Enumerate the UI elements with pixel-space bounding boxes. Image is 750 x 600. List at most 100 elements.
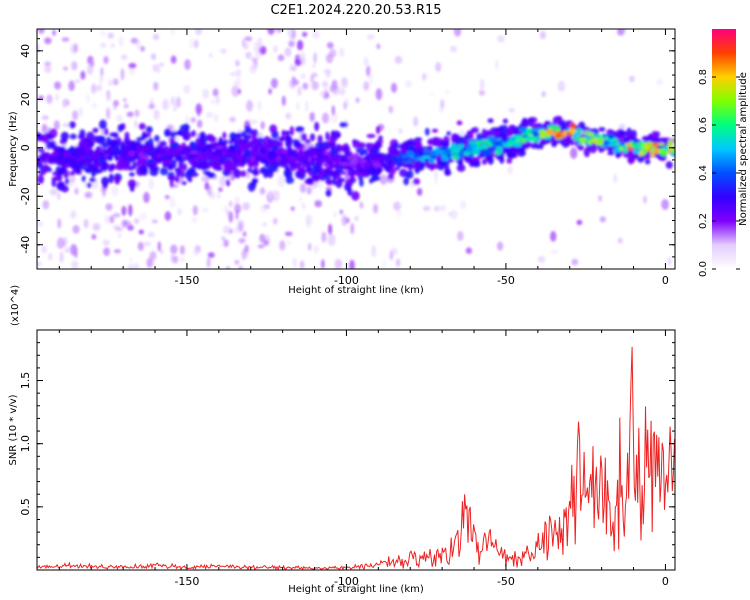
heatmap-speckle — [127, 264, 134, 269]
heatmap-speckle — [127, 224, 134, 231]
heatmap-band-blob — [644, 159, 651, 165]
heatmap-speckle — [91, 83, 97, 94]
heatmap-band-blob — [55, 174, 63, 182]
heatmap-speckle — [434, 170, 438, 181]
heatmap-band-blob — [81, 175, 86, 183]
heatmap-band-blob — [315, 148, 322, 155]
heatmap-ridge-blob — [144, 154, 150, 161]
heatmap-ridge-blob — [470, 143, 478, 149]
heatmap-speckle — [339, 47, 345, 58]
heatmap-speckle — [143, 241, 151, 247]
heatmap-ridge-blob — [114, 155, 120, 161]
heatmap-ridge-blob — [344, 165, 350, 169]
heatmap-band-blob — [343, 145, 351, 155]
heatmap-band-blob — [524, 141, 532, 147]
heatmap-speckle — [92, 223, 101, 231]
heatmap-band-blob — [371, 174, 378, 181]
heatmap-ridge-blob — [412, 153, 421, 158]
heatmap-speckle — [398, 127, 403, 134]
heatmap-speckle — [325, 53, 334, 64]
heatmap-band-blob — [359, 151, 364, 157]
heatmap-band-blob — [115, 165, 121, 170]
heatmap-band-blob — [261, 166, 267, 175]
heatmap-speckle — [294, 58, 302, 67]
heatmap-band-blob — [305, 139, 311, 144]
heatmap-band-blob — [99, 119, 107, 130]
heatmap-speckle — [140, 46, 145, 52]
heatmap-speckle — [195, 29, 202, 35]
heatmap-band-blob — [583, 147, 591, 158]
heatmap-speckle — [382, 259, 386, 268]
heatmap-speckle — [172, 183, 179, 188]
heatmap-band-blob — [164, 128, 172, 137]
heatmap-ridge-blob — [393, 150, 400, 157]
heatmap-band-blob — [190, 160, 199, 169]
heatmap-speckle — [44, 65, 52, 74]
heatmap-speckle — [629, 75, 635, 83]
heatmap-band-blob — [84, 166, 94, 174]
heatmap-ridge-blob — [428, 150, 437, 156]
heatmap-speckle — [350, 222, 355, 235]
heatmap-speckle — [249, 64, 257, 74]
heatmap-speckle — [234, 259, 240, 265]
heatmap-band-blob — [283, 168, 293, 179]
heatmap-band-blob — [414, 140, 423, 150]
heatmap-speckle — [309, 112, 316, 122]
heatmap-band-blob — [92, 127, 99, 133]
heatmap-speckle — [64, 247, 70, 253]
heatmap-band-blob — [233, 167, 238, 176]
y-tick-label: 0 — [19, 144, 32, 151]
heatmap-band-blob — [329, 135, 338, 143]
heatmap-band-blob — [43, 164, 49, 172]
heatmap-speckle — [334, 259, 343, 269]
heatmap-speckle — [393, 201, 401, 211]
heatmap-speckle — [70, 210, 77, 219]
heatmap-band-blob — [306, 177, 314, 183]
heatmap-band-blob — [135, 160, 143, 168]
heatmap-ridge-blob — [236, 151, 242, 155]
heatmap-speckle — [78, 107, 84, 117]
heatmap-band-blob — [429, 162, 435, 171]
heatmap-speckle — [661, 199, 669, 210]
heatmap-ridge-blob — [71, 155, 78, 160]
heatmap-speckle — [148, 178, 155, 190]
heatmap-ridge-blob — [150, 150, 157, 155]
heatmap-speckle — [92, 103, 97, 108]
heatmap-speckle — [332, 84, 340, 96]
heatmap-band-blob — [116, 161, 123, 167]
heatmap-speckle — [478, 89, 485, 96]
heatmap-band-blob — [628, 155, 634, 165]
heatmap-speckle — [292, 257, 297, 268]
heatmap-band-blob — [359, 178, 364, 187]
heatmap-band-blob — [347, 187, 353, 196]
heatmap-speckle — [233, 80, 241, 88]
heatmap-band-blob — [295, 170, 302, 179]
snr-series-line — [37, 346, 675, 570]
heatmap-speckle — [109, 215, 115, 224]
heatmap-band-blob — [211, 159, 221, 166]
heatmap-band-blob — [145, 126, 153, 134]
snr-y-multiplier: (x10^4) — [10, 285, 21, 326]
heatmap-speckle — [41, 115, 49, 121]
heatmap-speckle — [234, 203, 242, 214]
heatmap-ridge-blob — [246, 151, 251, 158]
heatmap-band-blob — [618, 130, 624, 138]
heatmap-band-blob — [141, 164, 146, 173]
heatmap-band-blob — [289, 126, 295, 136]
heatmap-speckle — [296, 40, 304, 51]
heatmap-ridge-blob — [196, 153, 204, 158]
heatmap-speckle — [138, 229, 144, 235]
heatmap-ridge-blob — [633, 148, 641, 154]
heatmap-speckle — [450, 209, 458, 220]
snr-x-ticks: -150 -100 -50 0 — [58, 330, 669, 588]
heatmap-speckle — [235, 69, 242, 76]
heatmap-ridge-blob — [287, 147, 293, 153]
heatmap-band-blob — [58, 161, 65, 166]
heatmap-speckle — [300, 73, 306, 80]
heatmap-speckle — [214, 114, 219, 123]
heatmap-y-axis-label: Frequency (Hz) — [8, 111, 19, 187]
colorbar-ticks: 0.0 0.2 0.4 0.6 0.8 — [698, 69, 740, 277]
heatmap-speckle — [210, 99, 215, 105]
heatmap-speckle — [289, 64, 294, 68]
heatmap-speckle — [104, 215, 112, 224]
